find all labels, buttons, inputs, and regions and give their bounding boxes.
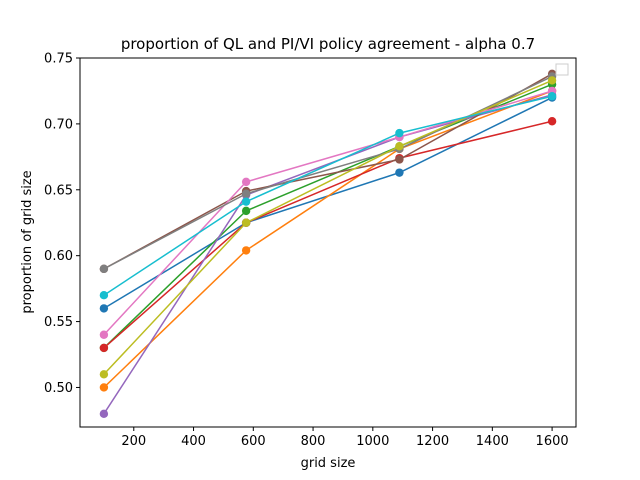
y-tick-label: 0.60 <box>44 249 73 264</box>
y-tick-label: 0.55 <box>44 315 73 330</box>
x-tick-label: 1200 <box>416 434 449 449</box>
data-point <box>547 92 557 101</box>
series-group <box>99 69 557 419</box>
data-point <box>241 197 251 206</box>
data-point <box>99 383 109 392</box>
series-line <box>103 73 553 270</box>
data-point <box>241 189 251 198</box>
series-line <box>103 120 553 349</box>
data-point <box>241 177 251 187</box>
x-tick-label: 200 <box>121 434 146 449</box>
x-tick-label: 400 <box>181 434 206 449</box>
x-tick-label: 600 <box>241 434 266 449</box>
data-point <box>99 409 109 419</box>
x-tick-label: 1000 <box>356 434 389 449</box>
data-point <box>99 370 109 379</box>
data-point <box>99 343 109 353</box>
data-point <box>395 142 404 151</box>
y-tick-label: 0.70 <box>44 117 73 132</box>
data-point <box>99 291 109 300</box>
data-point <box>241 206 251 216</box>
chart-title: proportion of QL and PI/VI policy agreem… <box>121 35 535 53</box>
x-axis-label: grid size <box>301 456 356 471</box>
series-line <box>103 79 553 375</box>
series-line <box>103 95 553 296</box>
plot-area: 200 400 600 800 1000 1200 1400 1600 0.50 0.55 0.60… <box>44 52 569 450</box>
data-point <box>547 76 557 85</box>
x-tick-label: 1600 <box>536 434 569 449</box>
data-point <box>241 218 251 227</box>
data-point <box>395 128 404 138</box>
data-point <box>395 168 404 177</box>
y-tick-label: 0.65 <box>44 183 73 198</box>
data-point <box>99 264 109 274</box>
y-axis-label: proportion of grid size <box>20 170 35 313</box>
x-tick-label: 800 <box>301 434 326 449</box>
data-point <box>547 117 557 126</box>
series-line <box>103 96 553 310</box>
series <box>99 76 557 379</box>
series-line <box>103 90 553 389</box>
data-point <box>241 246 251 255</box>
data-point <box>99 304 109 313</box>
data-point <box>395 155 404 164</box>
x-tick-label: 1400 <box>476 434 509 449</box>
legend-box <box>555 63 569 76</box>
plot-frame <box>79 57 577 428</box>
series <box>99 92 557 300</box>
data-point <box>99 330 109 339</box>
y-tick-label: 0.75 <box>44 52 73 67</box>
y-tick-label: 0.50 <box>44 381 73 396</box>
